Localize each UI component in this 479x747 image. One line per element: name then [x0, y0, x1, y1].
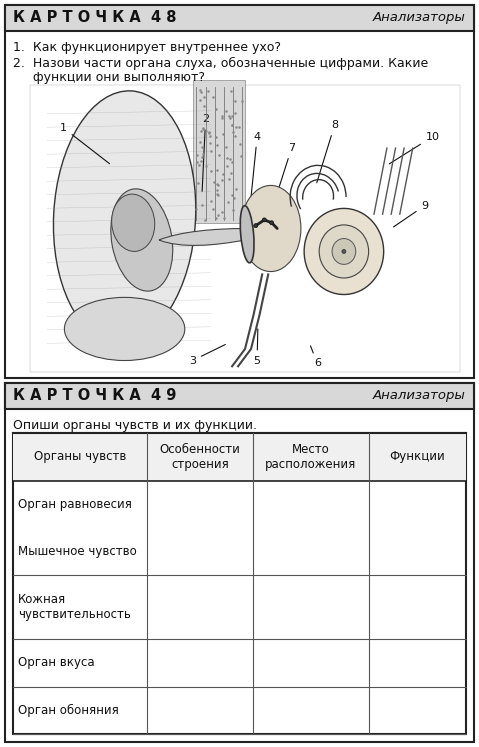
Bar [5, 5, 474, 31]
Text: Орган вкуса: Орган вкуса [18, 657, 95, 669]
Text: 2.  Назови части органа слуха, обозначенные цифрами. Какие: 2. Назови части органа слуха, обозначенн… [13, 57, 428, 70]
Ellipse shape [319, 225, 369, 278]
Text: Орган равновесия: Орган равновесия [18, 498, 132, 511]
Ellipse shape [254, 223, 258, 228]
Text: 3: 3 [189, 344, 225, 365]
Bar [5, 383, 474, 742]
Text: функции они выполняют?: функции они выполняют? [13, 71, 205, 84]
Text: Место
расположения: Место расположения [265, 443, 356, 471]
Text: 4: 4 [250, 131, 261, 211]
Ellipse shape [304, 208, 384, 294]
Text: Анализаторы: Анализаторы [373, 11, 466, 25]
Text: 1.  Как функционирует внутреннее ухо?: 1. Как функционирует внутреннее ухо? [13, 41, 281, 54]
Text: Кожная
чувствительность: Кожная чувствительность [18, 593, 131, 622]
Text: 10: 10 [389, 131, 440, 164]
Ellipse shape [270, 221, 274, 225]
Ellipse shape [64, 297, 185, 361]
Ellipse shape [240, 205, 254, 263]
Ellipse shape [342, 249, 346, 253]
Text: 9: 9 [393, 200, 428, 227]
Ellipse shape [262, 218, 266, 222]
Text: 5: 5 [253, 329, 261, 365]
PathPatch shape [159, 229, 245, 246]
Text: Опиши органы чувств и их функции.: Опиши органы чувств и их функции. [13, 419, 257, 432]
Bar [5, 383, 474, 409]
Text: 8: 8 [317, 120, 338, 183]
Text: 7: 7 [270, 143, 295, 217]
Text: Анализаторы: Анализаторы [373, 389, 466, 403]
Ellipse shape [111, 189, 173, 291]
Text: 2: 2 [202, 114, 209, 191]
Bar [5, 5, 474, 378]
Ellipse shape [332, 238, 356, 264]
Ellipse shape [112, 194, 155, 252]
Text: К А Р Т О Ч К А  4 8: К А Р Т О Ч К А 4 8 [13, 10, 176, 25]
Text: Функции: Функции [389, 450, 445, 463]
Text: 1: 1 [60, 123, 110, 164]
Bar [13, 433, 466, 480]
Text: Орган обоняния: Орган обоняния [18, 704, 119, 717]
Text: Мышечное чувство: Мышечное чувство [18, 545, 137, 558]
Text: Особенности
строения: Особенности строения [160, 443, 240, 471]
Text: К А Р Т О Ч К А  4 9: К А Р Т О Ч К А 4 9 [13, 388, 176, 403]
Bar [13, 433, 466, 734]
Text: Органы чувств: Органы чувств [34, 450, 126, 463]
Ellipse shape [54, 91, 196, 343]
Text: 6: 6 [310, 346, 321, 368]
Bar [30, 85, 460, 372]
Bar [194, 80, 245, 223]
Ellipse shape [241, 185, 301, 272]
